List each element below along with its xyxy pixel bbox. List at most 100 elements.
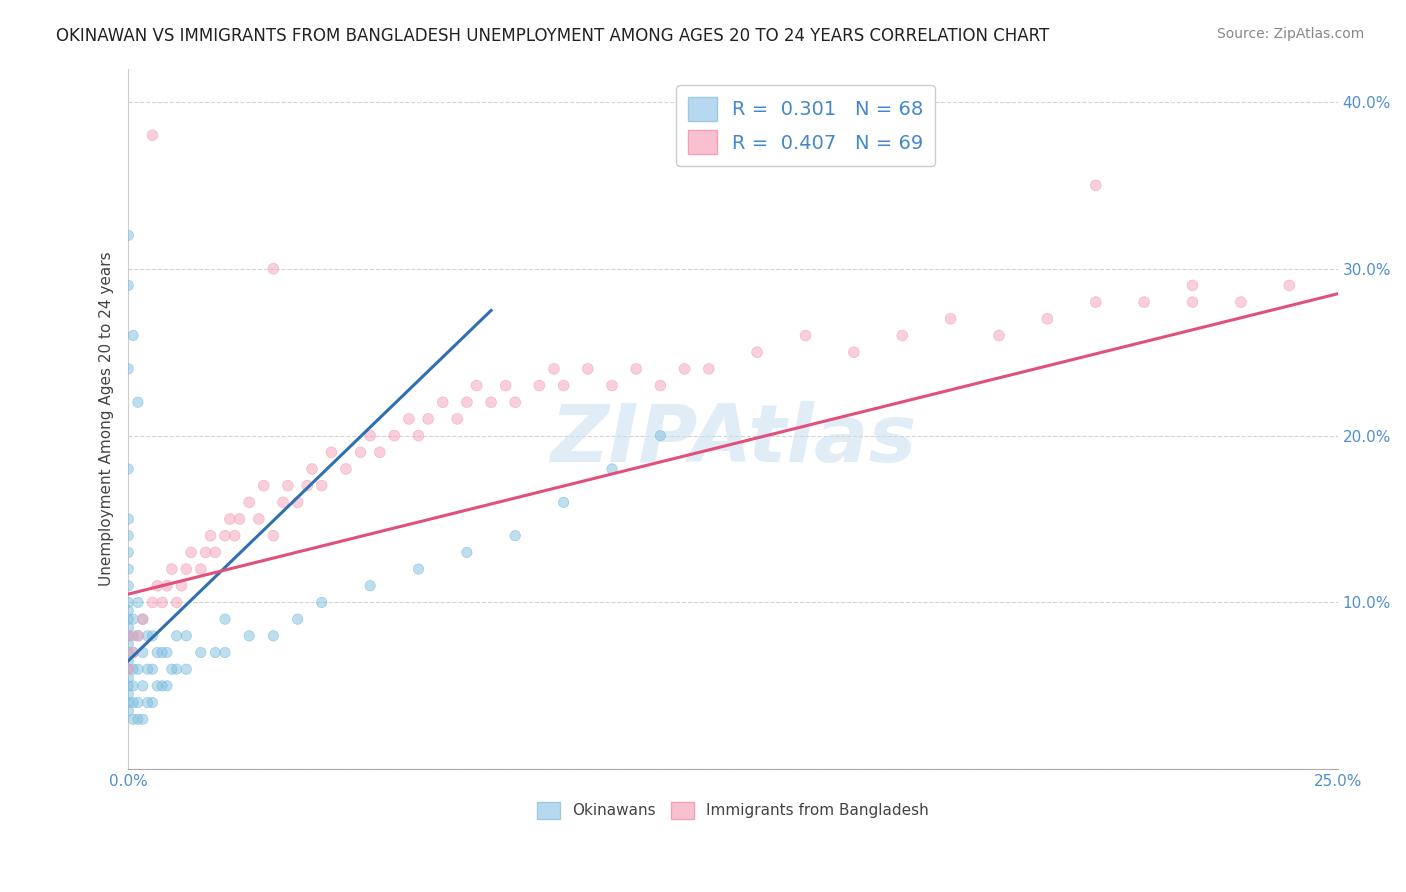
- Point: [132, 712, 155, 726]
- Point: [117, 679, 139, 693]
- Point: [132, 612, 155, 626]
- Point: [697, 362, 720, 376]
- Point: [408, 562, 430, 576]
- Point: [136, 629, 159, 643]
- Point: [262, 529, 284, 543]
- Point: [194, 545, 217, 559]
- Point: [262, 529, 284, 543]
- Point: [150, 646, 173, 660]
- Point: [311, 595, 333, 609]
- Point: [117, 612, 139, 626]
- Point: [150, 595, 173, 609]
- Point: [117, 629, 139, 643]
- Point: [127, 395, 149, 409]
- Point: [160, 562, 183, 576]
- Point: [287, 495, 309, 509]
- Point: [238, 629, 260, 643]
- Point: [253, 478, 276, 492]
- Point: [156, 646, 179, 660]
- Point: [503, 395, 526, 409]
- Point: [122, 629, 145, 643]
- Point: [117, 595, 139, 609]
- Point: [146, 646, 169, 660]
- Point: [180, 545, 202, 559]
- Point: [132, 712, 155, 726]
- Point: [136, 696, 159, 710]
- Point: [335, 462, 357, 476]
- Point: [127, 629, 149, 643]
- Point: [600, 378, 623, 392]
- Point: [117, 662, 139, 676]
- Point: [747, 345, 769, 359]
- Point: [117, 646, 139, 660]
- Point: [117, 704, 139, 718]
- Point: [136, 662, 159, 676]
- Point: [600, 462, 623, 476]
- Point: [117, 620, 139, 634]
- Point: [117, 696, 139, 710]
- Point: [117, 228, 139, 243]
- Point: [117, 545, 139, 559]
- Point: [1036, 311, 1059, 326]
- Point: [127, 662, 149, 676]
- Point: [127, 696, 149, 710]
- Point: [156, 579, 179, 593]
- Point: [122, 612, 145, 626]
- Point: [166, 595, 188, 609]
- Point: [132, 646, 155, 660]
- Point: [127, 395, 149, 409]
- Point: [117, 629, 139, 643]
- Point: [204, 545, 226, 559]
- Point: [117, 604, 139, 618]
- Text: Source: ZipAtlas.com: Source: ZipAtlas.com: [1216, 27, 1364, 41]
- Point: [117, 362, 139, 376]
- Point: [553, 378, 575, 392]
- Point: [214, 612, 236, 626]
- Point: [117, 662, 139, 676]
- Point: [600, 462, 623, 476]
- Point: [190, 562, 212, 576]
- Point: [127, 712, 149, 726]
- Point: [1133, 295, 1156, 310]
- Point: [166, 662, 188, 676]
- Point: [287, 612, 309, 626]
- Point: [553, 495, 575, 509]
- Point: [117, 671, 139, 685]
- Point: [432, 395, 454, 409]
- Point: [1036, 311, 1059, 326]
- Point: [141, 662, 163, 676]
- Point: [247, 512, 270, 526]
- Point: [117, 362, 139, 376]
- Point: [301, 462, 323, 476]
- Point: [132, 612, 155, 626]
- Point: [117, 646, 139, 660]
- Point: [117, 562, 139, 576]
- Point: [117, 462, 139, 476]
- Point: [117, 278, 139, 293]
- Point: [214, 646, 236, 660]
- Point: [146, 646, 169, 660]
- Point: [673, 362, 696, 376]
- Point: [200, 529, 222, 543]
- Point: [117, 637, 139, 651]
- Point: [228, 512, 250, 526]
- Point: [136, 696, 159, 710]
- Point: [122, 679, 145, 693]
- Point: [117, 687, 139, 701]
- Point: [297, 478, 319, 492]
- Point: [122, 712, 145, 726]
- Point: [311, 478, 333, 492]
- Point: [624, 362, 647, 376]
- Point: [1181, 295, 1204, 310]
- Point: [117, 228, 139, 243]
- Point: [166, 629, 188, 643]
- Point: [650, 428, 672, 442]
- Point: [382, 428, 405, 442]
- Point: [408, 562, 430, 576]
- Point: [238, 495, 260, 509]
- Point: [262, 629, 284, 643]
- Point: [368, 445, 391, 459]
- Point: [1181, 295, 1204, 310]
- Point: [127, 696, 149, 710]
- Point: [214, 529, 236, 543]
